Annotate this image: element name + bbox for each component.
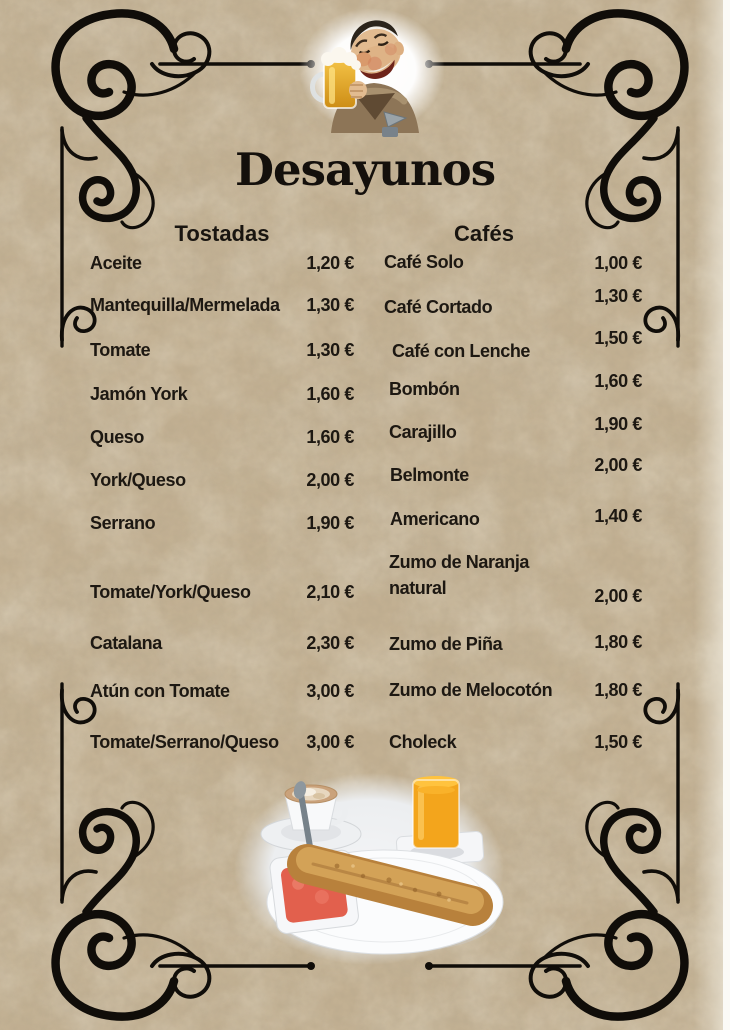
- item-name: Mantequilla/Mermelada: [90, 295, 280, 315]
- menu-item-row: Tomate 1,30 €: [90, 337, 354, 363]
- menu-item-row: Mantequilla/Mermelada 1,30 €: [90, 292, 354, 318]
- menu-item-row: Americano 1,40 €: [384, 506, 642, 532]
- item-name: Belmonte: [390, 465, 469, 485]
- item-price: 3,00 €: [306, 681, 354, 701]
- menu-item-row: Catalana 2,30 €: [90, 630, 354, 656]
- menu-item-row: Jamón York 1,60 €: [90, 381, 354, 407]
- item-name: Zumo de Melocotón: [389, 680, 553, 700]
- item-name: Café Cortado: [384, 297, 493, 317]
- menu-item-row: Café con Lenche 1,50 €: [384, 328, 642, 364]
- menu-item-row: Bombón 1,60 €: [384, 371, 642, 402]
- menu-item-row: Atún con Tomate 3,00 €: [90, 678, 354, 704]
- item-name: Serrano: [90, 513, 156, 533]
- item-price: 1,30 €: [594, 286, 642, 306]
- item-name: Carajillo: [389, 422, 457, 442]
- item-price: 1,30 €: [306, 295, 354, 315]
- item-name: Atún con Tomate: [90, 681, 230, 701]
- breakfast-photo: [234, 773, 504, 965]
- menu-item-row: Zumo de Piña 1,80 €: [384, 631, 642, 657]
- item-name: Zumo de Naranja natural: [389, 552, 530, 599]
- menu-item-row: Aceite 1,20 €: [90, 250, 354, 276]
- item-price: 2,30 €: [306, 633, 354, 653]
- page-title: Desayunos: [234, 143, 496, 196]
- item-price: 1,30 €: [306, 340, 354, 360]
- item-price: 1,90 €: [594, 414, 642, 434]
- menu-item-row: Tomate/York/Queso 2,10 €: [90, 579, 354, 605]
- item-name: Tomate/York/Queso: [90, 582, 251, 602]
- item-price: 1,20 €: [306, 253, 354, 273]
- coffee-cup: [260, 784, 362, 852]
- item-name: Aceite: [90, 253, 142, 273]
- item-price: 2,00 €: [594, 455, 642, 475]
- toasted-baguette: [287, 844, 493, 926]
- item-name: Bombón: [389, 379, 460, 399]
- item-price: 1,40 €: [594, 506, 642, 526]
- item-price: 1,90 €: [306, 513, 354, 533]
- beer-mug-icon: [310, 47, 367, 109]
- menu-item-row: Café Solo 1,00 €: [384, 249, 642, 275]
- item-price: 1,80 €: [594, 632, 642, 652]
- menu-item-row: Tomate/Serrano/Queso 3,00 €: [90, 729, 354, 755]
- item-price: 1,60 €: [306, 427, 354, 447]
- item-name: Jamón York: [90, 384, 188, 404]
- menu-item-row: Belmonte 2,00 €: [384, 455, 642, 488]
- item-price: 1,50 €: [594, 328, 642, 348]
- menu-item-row: Carajillo 1,90 €: [384, 414, 642, 445]
- item-name: Americano: [390, 509, 480, 529]
- menu-item-row: Zumo de Naranja natural 2,00 €: [384, 549, 642, 606]
- item-price: 2,00 €: [594, 586, 642, 606]
- item-price: 1,60 €: [306, 384, 354, 404]
- item-name: Tomate: [90, 340, 151, 360]
- item-name: Tomate/Serrano/Queso: [90, 732, 279, 752]
- menu-item-row: Choleck 1,50 €: [384, 729, 642, 755]
- item-price: 1,80 €: [594, 680, 642, 700]
- menu-item-row: Zumo de Melocotón 1,80 €: [384, 677, 642, 703]
- item-name: Café con Lenche: [392, 341, 531, 361]
- menu-item-row: Café Cortado 1,30 €: [384, 286, 642, 320]
- orange-juice-glass: [395, 776, 485, 868]
- item-price: 1,50 €: [594, 732, 642, 752]
- item-price: 1,60 €: [594, 371, 642, 391]
- item-price: 2,00 €: [306, 470, 354, 490]
- item-name: Catalana: [90, 633, 162, 653]
- monk-with-beer-image: [299, 8, 445, 137]
- item-name: Choleck: [389, 732, 457, 752]
- funnel-icon: [382, 111, 408, 137]
- item-name: Café Solo: [384, 252, 464, 272]
- item-price: 2,10 €: [306, 582, 354, 602]
- monk-face: [350, 20, 404, 79]
- menu-item-row: Serrano 1,90 €: [90, 510, 354, 536]
- item-price: 3,00 €: [306, 732, 354, 752]
- item-name: Zumo de Piña: [389, 634, 503, 654]
- item-price: 1,00 €: [594, 253, 642, 273]
- section-heading-cafes: Cafés: [454, 221, 514, 246]
- menu-item-row: Queso 1,60 €: [90, 424, 354, 450]
- item-name: Queso: [90, 427, 145, 447]
- menu-item-row: York/Queso 2,00 €: [90, 467, 354, 493]
- item-name: York/Queso: [90, 470, 186, 490]
- section-heading-tostadas: Tostadas: [174, 221, 270, 246]
